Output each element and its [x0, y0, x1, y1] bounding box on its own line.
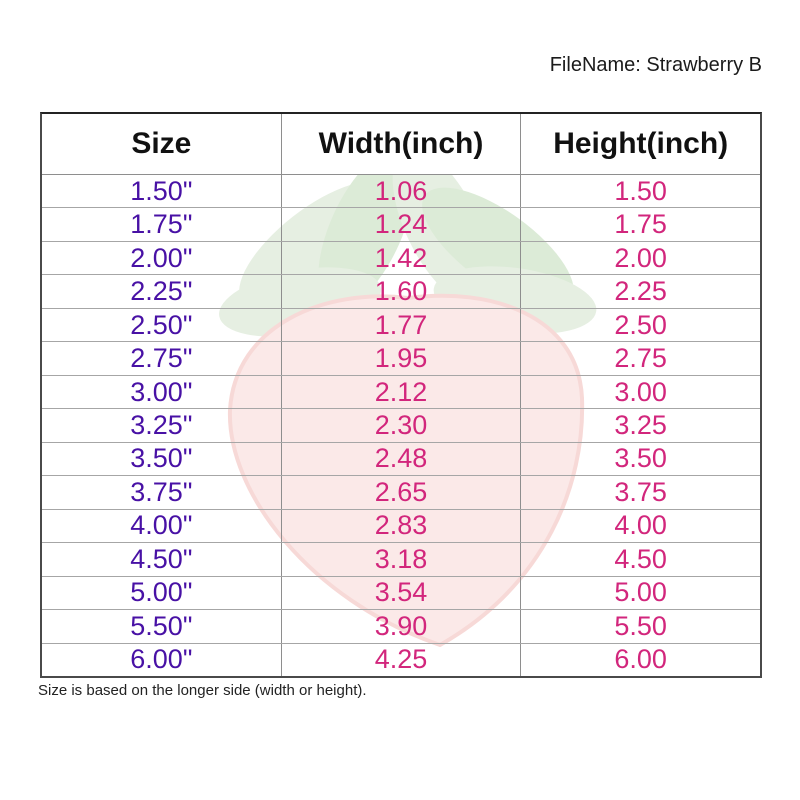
height-cell: 3.50 [520, 442, 760, 476]
size-cell: 2.00" [130, 242, 193, 273]
table-row: 3.50" 2.48 3.50 [42, 442, 760, 477]
width-cell: 3.90 [280, 610, 521, 643]
width-cell: 1.42 [280, 241, 521, 275]
column-header-height: Height(inch) [520, 114, 760, 174]
size-cell: 3.75" [130, 476, 193, 507]
table-row: 6.00" 4.25 6.00 [42, 643, 760, 677]
size-cell: 1.50" [130, 175, 193, 206]
filename-label: FileName: Strawberry B [549, 54, 762, 76]
table-body: 1.50" 1.06 1.50 1.75" 1.24 1.75 2.00" 1.… [42, 175, 760, 677]
size-cell: 5.50" [130, 610, 193, 641]
table-row: 3.00" 2.12 3.00 [42, 375, 760, 410]
table-row: 2.25" 1.60 2.25 [42, 275, 760, 309]
berry-body [227, 293, 585, 648]
table-row: 1.50" 1.06 1.50 [42, 175, 760, 209]
table-row: 4.50" 3.18 4.50 [42, 543, 760, 577]
column-header-size: Size [131, 127, 192, 160]
width-cell: 1.06 [280, 175, 521, 208]
height-cell: 4.00 [520, 509, 760, 543]
width-cell: 3.18 [280, 543, 521, 576]
size-cell: 2.50" [130, 309, 193, 340]
table-row: 2.00" 1.42 2.00 [42, 241, 760, 276]
table-row: 3.75" 2.65 3.75 [42, 476, 760, 510]
column-header-width: Width(inch) [280, 114, 521, 174]
width-cell: 2.48 [280, 442, 521, 476]
width-cell: 2.12 [280, 375, 521, 409]
width-cell: 3.54 [280, 576, 521, 610]
height-cell: 4.50 [520, 543, 760, 576]
table-row: 2.50" 1.77 2.50 [42, 308, 760, 343]
height-cell: 2.75 [520, 342, 760, 375]
width-cell: 2.65 [280, 476, 521, 509]
width-cell: 4.25 [280, 643, 521, 677]
table-row: 4.00" 2.83 4.00 [42, 509, 760, 544]
size-cell: 2.25" [130, 276, 193, 307]
width-cell: 2.30 [280, 409, 521, 442]
size-cell: 3.50" [130, 443, 193, 474]
width-cell: 1.95 [280, 342, 521, 375]
height-cell: 3.25 [520, 409, 760, 442]
width-cell: 1.24 [280, 208, 521, 241]
height-cell: 1.75 [520, 208, 760, 241]
size-cell: 2.75" [130, 343, 193, 374]
size-cell: 4.50" [130, 543, 193, 574]
height-cell: 2.25 [520, 275, 760, 308]
size-cell: 6.00" [130, 644, 193, 675]
table-header-row: Size Width(inch) Height(inch) [42, 114, 760, 175]
size-cell: 1.75" [130, 209, 193, 240]
table-row: 5.00" 3.54 5.00 [42, 576, 760, 611]
table-row: 3.25" 2.30 3.25 [42, 409, 760, 443]
height-cell: 5.00 [520, 576, 760, 610]
table-row: 2.75" 1.95 2.75 [42, 342, 760, 376]
height-cell: 6.00 [520, 643, 760, 677]
size-cell: 4.00" [130, 510, 193, 541]
width-cell: 1.77 [280, 308, 521, 342]
height-cell: 2.50 [520, 308, 760, 342]
width-cell: 2.83 [280, 509, 521, 543]
height-cell: 1.50 [520, 175, 760, 208]
size-cell: 3.25" [130, 410, 193, 441]
width-cell: 1.60 [280, 275, 521, 308]
height-cell: 5.50 [520, 610, 760, 643]
size-chart-table: Size Width(inch) Height(inch) 1.50" 1.06… [40, 112, 762, 678]
table-row: 5.50" 3.90 5.50 [42, 610, 760, 644]
size-cell: 3.00" [130, 376, 193, 407]
footnote-text: Size is based on the longer side (width … [38, 682, 367, 699]
height-cell: 3.00 [520, 375, 760, 409]
height-cell: 2.00 [520, 241, 760, 275]
size-cell: 5.00" [130, 577, 193, 608]
table-row: 1.75" 1.24 1.75 [42, 208, 760, 242]
height-cell: 3.75 [520, 476, 760, 509]
